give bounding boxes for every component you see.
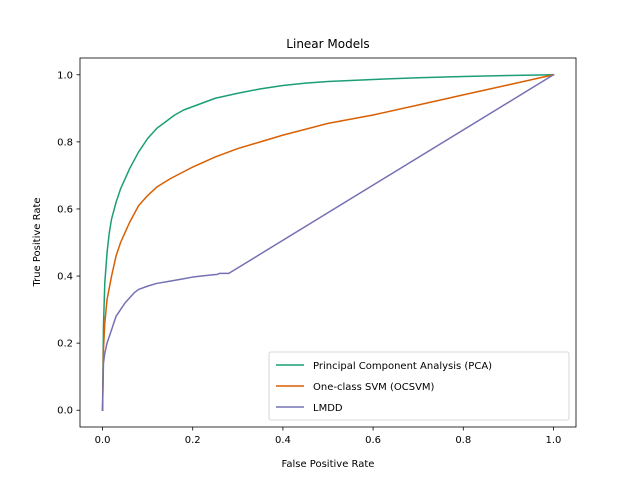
x-tick-label-4: 0.8 (455, 435, 471, 446)
plot-frame (79, 57, 577, 428)
y-tick-label-1: 0.2 (57, 339, 73, 350)
legend-box (268, 351, 570, 421)
legend-label-2: LMDD (313, 403, 343, 414)
y-tick-label-4: 0.8 (57, 137, 73, 148)
chart-title: Linear Models (286, 37, 369, 51)
x-tick-label-3: 0.6 (365, 435, 381, 446)
legend-label-0: Principal Component Analysis (PCA) (313, 361, 492, 372)
y-tick-label-5: 1.0 (57, 70, 73, 81)
y-tick-label-3: 0.6 (57, 204, 73, 215)
x-tick-label-1: 0.2 (185, 435, 201, 446)
series-line-0 (101, 74, 555, 411)
series-line-1 (101, 73, 555, 411)
y-tick-label-2: 0.4 (57, 272, 73, 283)
y-axis-label: True Positive Rate (32, 197, 43, 287)
x-tick-label-5: 1.0 (546, 435, 562, 446)
legend: Principal Component Analysis (PCA) One-cl… (268, 351, 570, 421)
y-tick-label-0: 0.0 (57, 406, 73, 417)
plot-area (79, 57, 577, 428)
x-axis-label: False Positive Rate (282, 459, 375, 470)
legend-label-1: One-class SVM (OCSVM) (313, 382, 435, 393)
x-tick-label-2: 0.4 (275, 435, 291, 446)
x-axis: 0.0 0.2 0.4 0.6 0.8 1.0 (95, 427, 562, 446)
x-tick-label-0: 0.0 (95, 435, 111, 446)
series-line-2 (101, 73, 555, 411)
y-axis: 0.0 0.2 0.4 0.6 0.8 1.0 (57, 70, 80, 417)
